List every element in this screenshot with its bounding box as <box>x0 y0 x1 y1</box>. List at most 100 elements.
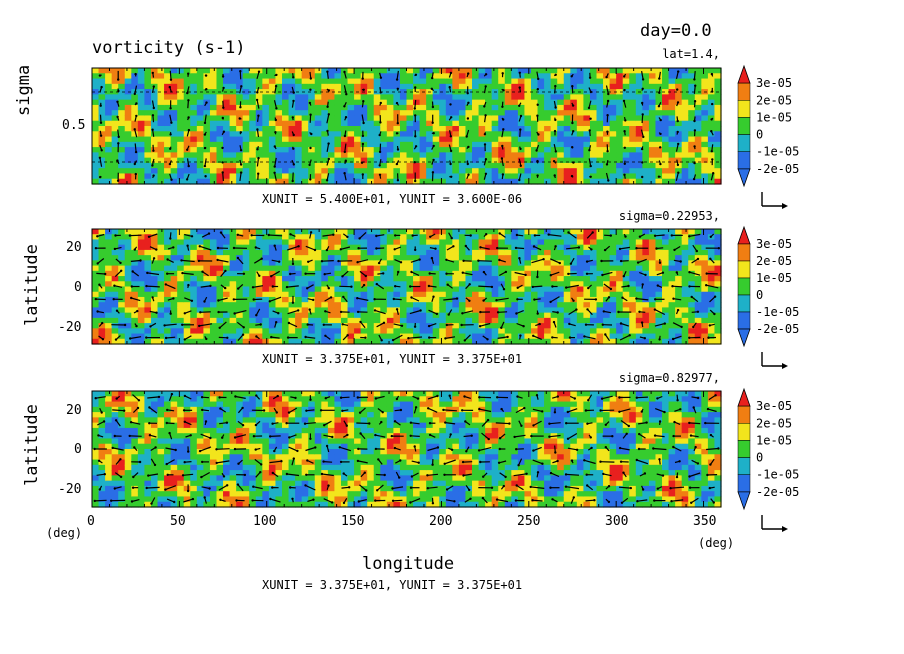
contour-cell <box>242 73 250 80</box>
contour-cell <box>275 249 283 256</box>
contour-cell <box>714 173 722 180</box>
contour-cell <box>596 286 604 293</box>
contour-cell <box>537 168 545 175</box>
contour-cell <box>216 178 224 185</box>
contour-cell <box>137 162 146 169</box>
contour-cell <box>380 131 388 138</box>
contour-cell <box>491 147 499 153</box>
contour-cell <box>183 120 191 127</box>
contour-cell <box>622 178 630 185</box>
contour-cell <box>255 328 263 335</box>
contour-cell <box>177 78 185 85</box>
contour-cell <box>367 302 375 309</box>
contour-cell <box>524 126 532 132</box>
contour-cell <box>688 312 696 319</box>
contour-cell <box>530 120 539 127</box>
contour-cell <box>118 286 126 293</box>
contour-cell <box>485 131 493 138</box>
contour-cell <box>334 157 342 164</box>
contour-cell <box>380 147 388 153</box>
contour-cell <box>662 120 670 127</box>
contour-cell <box>511 157 519 164</box>
contour-cell <box>190 104 198 111</box>
contour-cell <box>485 99 493 106</box>
contour-cell <box>164 317 172 324</box>
contour-cell <box>275 104 283 111</box>
contour-cell <box>432 110 440 117</box>
contour-cell <box>589 157 598 164</box>
contour-cell <box>386 131 394 138</box>
contour-cell <box>707 104 716 111</box>
contour-cell <box>314 147 322 153</box>
contour-cell <box>92 89 100 95</box>
contour-cell <box>288 147 296 153</box>
contour-cell <box>596 333 604 340</box>
wind-vector-head <box>129 337 132 340</box>
wind-vector-head <box>222 106 225 109</box>
contour-cell <box>118 328 126 335</box>
contour-cell <box>150 115 159 122</box>
contour-cell <box>452 296 460 303</box>
contour-cell <box>524 302 532 309</box>
contour-cell <box>164 296 172 303</box>
contour-cell <box>445 317 453 324</box>
contour-cell <box>655 136 663 143</box>
contour-cell <box>694 120 702 127</box>
contour-cell <box>236 317 244 324</box>
contour-cell <box>622 173 630 180</box>
contour-cell <box>426 317 434 324</box>
contour-cell <box>707 302 716 309</box>
contour-cell <box>662 115 670 122</box>
contour-cell <box>268 270 277 277</box>
contour-cell <box>137 291 146 298</box>
contour-cell <box>118 249 126 256</box>
contour-cell <box>340 168 349 175</box>
contour-cell <box>530 89 539 95</box>
contour-cell <box>524 131 532 138</box>
contour-cell <box>118 276 126 282</box>
contour-cell <box>209 260 218 267</box>
contour-cell <box>688 168 696 175</box>
contour-cell <box>517 302 526 309</box>
contour-cell <box>137 115 146 122</box>
contour-cell <box>380 120 388 127</box>
contour-cell <box>603 78 611 85</box>
contour-cell <box>465 126 473 132</box>
contour-cell <box>229 83 237 90</box>
contour-cell <box>478 270 486 277</box>
contour-cell <box>386 168 394 175</box>
contour-cell <box>707 152 716 159</box>
contour-cell <box>635 317 643 324</box>
contour-cell <box>118 178 126 185</box>
contour-cell <box>478 152 486 159</box>
contour-cell <box>635 296 643 303</box>
contour-cell <box>563 120 571 127</box>
contour-cell <box>150 141 159 148</box>
contour-cell <box>589 147 598 153</box>
contour-cell <box>295 276 303 282</box>
contour-cell <box>144 99 152 106</box>
contour-cell <box>177 338 185 345</box>
contour-cell <box>596 323 604 329</box>
wind-vector-head <box>378 173 382 176</box>
wind-vector <box>326 143 330 153</box>
contour-cell <box>399 307 408 314</box>
contour-cell <box>445 234 453 241</box>
contour-cell <box>485 126 493 132</box>
contour-cell <box>537 312 545 319</box>
contour-cell <box>662 99 670 106</box>
contour-cell <box>596 276 604 282</box>
contour-cell <box>583 312 591 319</box>
contour-cell <box>301 173 309 180</box>
wind-vector-head <box>169 133 172 136</box>
contour-cell <box>642 286 650 293</box>
contour-cell <box>229 168 237 175</box>
contour-cell <box>399 260 408 267</box>
contour-cell <box>406 99 414 106</box>
contour-cell <box>603 157 611 164</box>
contour-cell <box>681 260 689 267</box>
contour-cell <box>268 168 277 175</box>
contour-cell <box>327 99 336 106</box>
contour-cell <box>124 73 132 80</box>
contour-cell <box>570 126 578 132</box>
